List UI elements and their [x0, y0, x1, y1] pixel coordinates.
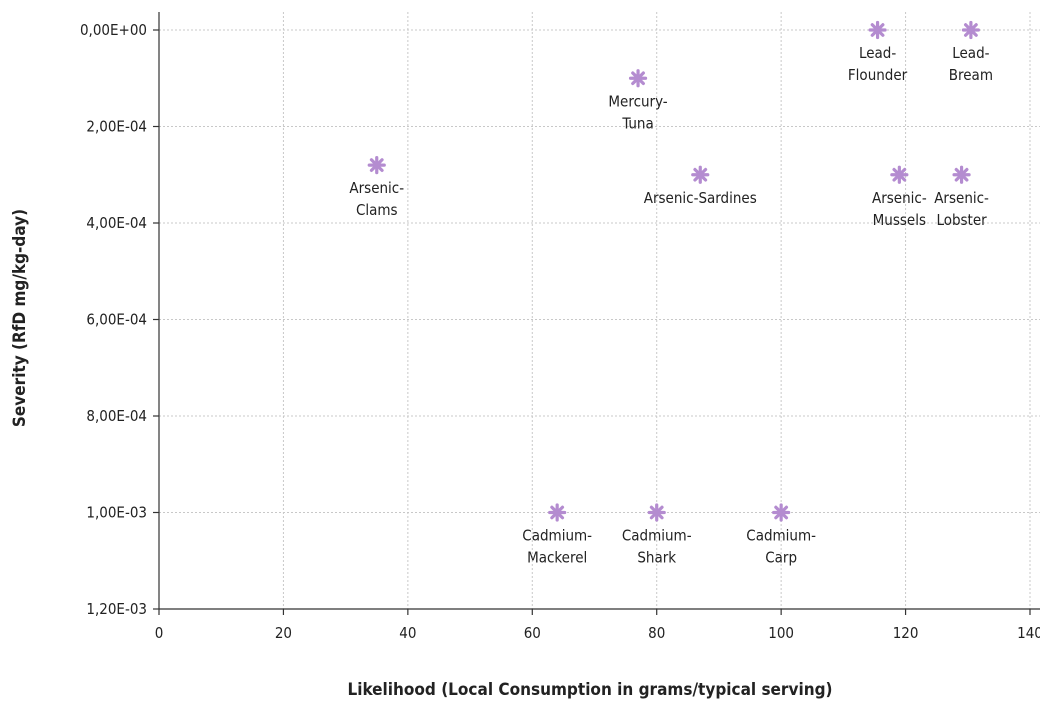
point-label: Arsenic-	[349, 179, 404, 197]
point-label: Arsenic-Sardines	[644, 189, 757, 207]
asterisk-marker	[772, 503, 791, 522]
point-label: Lead-	[952, 44, 989, 62]
point-label: Mackerel	[527, 549, 587, 567]
point-label: Lobster	[936, 211, 987, 229]
y-tick-label: 2,00E-04	[86, 118, 147, 136]
y-tick-label: 6,00E-04	[86, 311, 147, 329]
asterisk-marker	[548, 503, 567, 522]
x-tick-label: 80	[648, 624, 665, 642]
x-axis-title: Likelihood (Local Consumption in grams/t…	[347, 680, 832, 700]
x-tick-label: 60	[524, 624, 541, 642]
y-tick-label: 1,00E-03	[86, 504, 147, 522]
asterisk-marker	[367, 156, 386, 175]
data-points: Arsenic- Clams Mercury- Tuna Arsenic-Sardine…	[349, 20, 993, 567]
point-label: Arsenic-	[872, 189, 927, 207]
point-label: Clams	[356, 201, 398, 219]
grid-lines	[159, 12, 1040, 609]
x-tick-label: 100	[768, 624, 794, 642]
point-label: Shark	[637, 549, 676, 567]
point-label: Mussels	[873, 211, 926, 229]
asterisk-marker	[952, 165, 971, 184]
point-label: Carp	[765, 549, 797, 567]
x-tick-label: 40	[399, 624, 416, 642]
x-tick-label: 0	[155, 624, 164, 642]
point-label: Arsenic-	[934, 189, 989, 207]
point-label: Cadmium-	[622, 527, 692, 545]
asterisk-marker	[961, 20, 980, 40]
asterisk-marker	[890, 165, 909, 184]
asterisk-marker	[628, 69, 648, 88]
y-tick-label: 8,00E-04	[86, 407, 147, 425]
point-label: Cadmium-	[522, 527, 592, 545]
asterisk-marker	[647, 503, 666, 522]
y-tick-label: 4,00E-04	[86, 214, 147, 232]
y-axis-title: Severity (RfD mg/kg-day)	[10, 209, 30, 427]
point-label: Bream	[949, 66, 993, 84]
x-tick-label: 20	[275, 624, 292, 642]
asterisk-marker	[691, 165, 710, 184]
y-tick-label: 1,20E-03	[86, 600, 147, 618]
point-label: Tuna	[621, 114, 653, 132]
x-tick-label: 140	[1017, 624, 1040, 642]
x-tick-label: 120	[893, 624, 919, 642]
axes: 0 20 40 60 80 100 120 140 0,00E+00 2,00E-04 4,00E-…	[80, 12, 1040, 642]
asterisk-marker	[868, 20, 887, 40]
point-label: Flounder	[848, 66, 908, 84]
y-tick-label: 0,00E+00	[80, 21, 147, 39]
point-label: Lead-	[859, 44, 896, 62]
point-label: Cadmium-	[746, 527, 816, 545]
point-label: Mercury-	[608, 92, 667, 110]
